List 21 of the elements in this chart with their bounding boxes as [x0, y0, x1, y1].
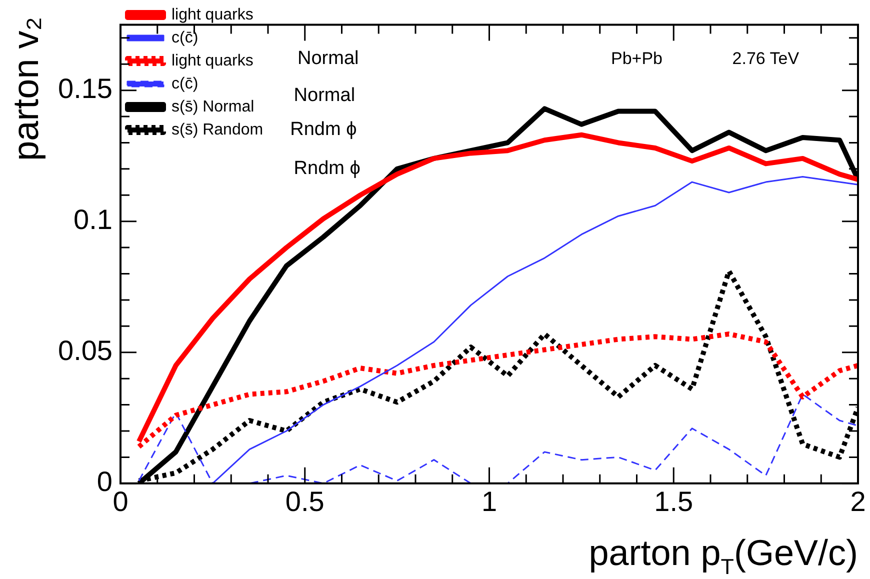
annotation: Pb+Pb [610, 49, 663, 68]
annotation: Rndm ϕ [294, 158, 360, 180]
legend-label: s(s̄) Random [171, 121, 264, 138]
y-tick-label: 0.15 [58, 73, 112, 104]
legend-label: light quarks [171, 6, 254, 24]
x-tick-label: 1 [481, 486, 498, 517]
annotation: 2.76 TeV [732, 49, 800, 68]
x-tick-label: 2 [850, 486, 866, 517]
x-tick-label: 0.5 [285, 486, 324, 517]
legend-label: s(s̄) Normal [171, 98, 254, 116]
annotation: Normal [294, 84, 356, 106]
y-axis-title: parton v₂ [5, 16, 46, 161]
annotation: Normal [297, 48, 359, 70]
annotation: Rndm ϕ [290, 118, 357, 140]
legend-label: light quarks [171, 52, 254, 70]
x-tick-label: 1.5 [654, 486, 694, 517]
legend-label: c(c̄) [171, 29, 198, 46]
legend-label: c(c̄) [171, 75, 198, 92]
y-tick-label: 0 [96, 466, 112, 498]
y-tick-label: 0.05 [58, 335, 112, 366]
y-tick-label: 0.1 [74, 204, 112, 236]
